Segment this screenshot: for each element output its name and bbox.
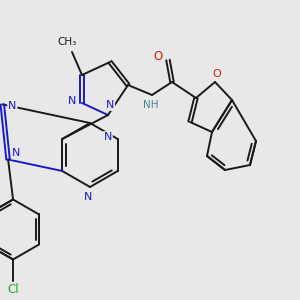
Text: N: N	[84, 192, 92, 202]
Text: N: N	[12, 148, 20, 158]
Text: N: N	[103, 132, 112, 142]
Text: O: O	[213, 69, 221, 79]
Text: N: N	[68, 96, 76, 106]
Text: O: O	[153, 50, 163, 62]
Text: N: N	[8, 101, 16, 111]
Text: CH₃: CH₃	[57, 37, 76, 47]
Text: N: N	[106, 100, 114, 110]
Text: Cl: Cl	[7, 283, 19, 296]
Text: NH: NH	[143, 100, 159, 110]
